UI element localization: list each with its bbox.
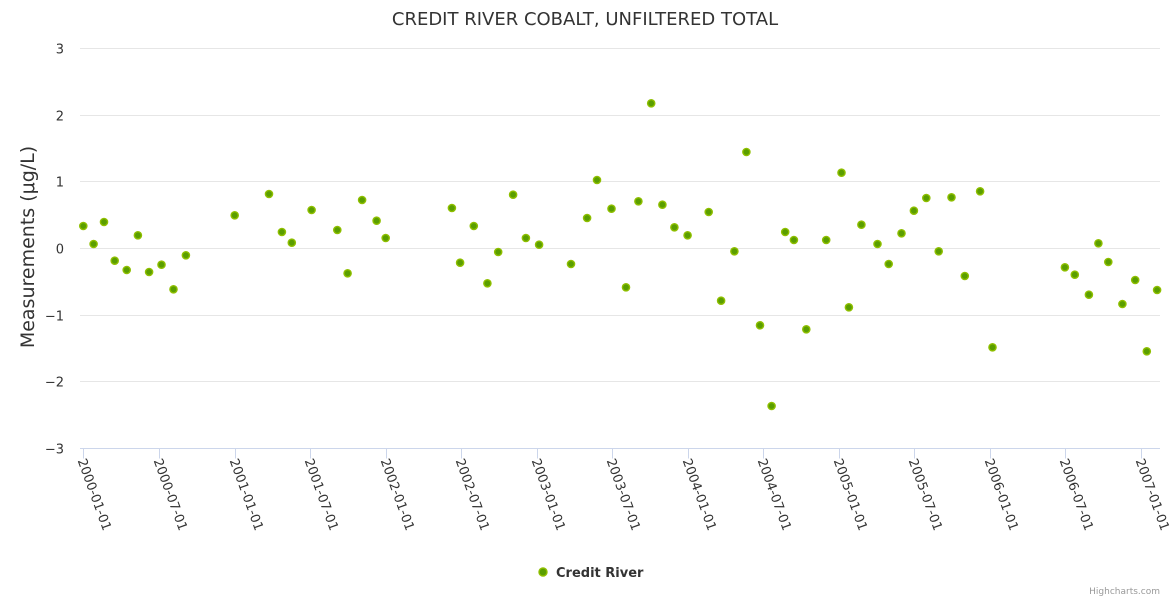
data-point[interactable]	[755, 320, 765, 330]
data-point[interactable]	[287, 238, 297, 247]
data-point[interactable]	[704, 207, 714, 217]
data-point[interactable]	[566, 259, 576, 269]
data-point[interactable]	[447, 203, 457, 213]
data-point[interactable]	[975, 186, 985, 196]
y-tick-label: 2	[56, 110, 64, 125]
data-point[interactable]	[780, 227, 790, 237]
data-point[interactable]	[483, 278, 492, 288]
data-point[interactable]	[658, 200, 667, 209]
data-point[interactable]	[169, 284, 178, 294]
series-credit-river[interactable]	[79, 99, 1162, 411]
data-point[interactable]	[767, 401, 776, 411]
y-tick-label: 3	[56, 43, 64, 58]
data-point[interactable]	[857, 220, 866, 229]
data-point[interactable]	[1152, 285, 1162, 295]
data-point[interactable]	[884, 259, 894, 269]
data-point[interactable]	[837, 168, 846, 177]
data-point[interactable]	[455, 258, 465, 268]
data-point[interactable]	[683, 230, 692, 240]
data-point[interactable]	[332, 225, 342, 235]
data-point[interactable]	[730, 246, 739, 256]
data-point[interactable]	[960, 271, 970, 281]
data-point[interactable]	[181, 250, 191, 260]
y-tick-label: −1	[45, 310, 64, 325]
data-point[interactable]	[372, 216, 381, 225]
data-point[interactable]	[988, 342, 997, 352]
data-point[interactable]	[646, 99, 656, 108]
data-point[interactable]	[357, 195, 367, 205]
data-point[interactable]	[99, 217, 109, 227]
y-axis-ticks: −3 −2 −1 0 1 2 3	[45, 43, 64, 458]
data-point[interactable]	[110, 256, 119, 266]
chart-title: CREDIT RIVER COBALT, UNFILTERED TOTAL	[392, 9, 778, 30]
data-point[interactable]	[264, 189, 274, 199]
data-point[interactable]	[607, 204, 616, 213]
data-point[interactable]	[157, 260, 166, 270]
data-point[interactable]	[381, 233, 391, 243]
data-point[interactable]	[508, 190, 518, 199]
data-point[interactable]	[947, 192, 956, 202]
y-tick-label: 0	[56, 243, 64, 258]
data-point[interactable]	[934, 246, 944, 256]
data-point[interactable]	[592, 175, 602, 185]
data-point[interactable]	[582, 213, 592, 223]
data-point[interactable]	[307, 205, 316, 215]
data-point[interactable]	[1130, 275, 1140, 285]
data-point[interactable]	[802, 324, 811, 334]
data-point[interactable]	[789, 235, 799, 245]
data-point[interactable]	[493, 247, 503, 257]
y-gridlines	[80, 48, 1160, 382]
data-point[interactable]	[343, 268, 352, 278]
data-point[interactable]	[230, 210, 239, 220]
y-tick-label: −2	[45, 376, 64, 391]
data-point[interactable]	[909, 206, 919, 215]
data-point[interactable]	[521, 233, 531, 243]
data-point[interactable]	[922, 193, 931, 203]
data-point[interactable]	[133, 230, 143, 240]
data-point[interactable]	[873, 239, 882, 249]
data-point[interactable]	[1084, 290, 1094, 300]
data-point[interactable]	[1104, 257, 1113, 267]
data-point[interactable]	[1060, 262, 1070, 272]
data-point[interactable]	[716, 296, 726, 306]
data-point[interactable]	[844, 302, 854, 312]
credits-link[interactable]: Highcharts.com	[1089, 587, 1160, 597]
data-point[interactable]	[122, 265, 131, 275]
data-point[interactable]	[469, 221, 479, 231]
data-point[interactable]	[144, 267, 154, 277]
data-point[interactable]	[821, 235, 831, 245]
data-point[interactable]	[897, 228, 906, 238]
data-point[interactable]	[634, 196, 643, 206]
data-point[interactable]	[1094, 238, 1103, 248]
data-point[interactable]	[534, 240, 544, 249]
data-point[interactable]	[670, 222, 679, 232]
y-tick-label: −3	[45, 443, 64, 458]
data-point[interactable]	[621, 282, 631, 292]
data-point[interactable]	[277, 227, 287, 237]
data-point[interactable]	[1142, 346, 1152, 356]
legend-marker-credit-river[interactable]	[538, 567, 548, 577]
data-point[interactable]	[79, 221, 88, 231]
data-point[interactable]	[1118, 299, 1127, 309]
data-point[interactable]	[742, 147, 751, 157]
data-point[interactable]	[1070, 270, 1080, 280]
legend-label-credit-river[interactable]: Credit River	[556, 566, 644, 581]
legend[interactable]: Credit River	[538, 566, 644, 581]
y-axis-label: Measurements (μg/L)	[17, 146, 39, 348]
y-tick-label: 1	[56, 176, 64, 191]
data-point[interactable]	[89, 239, 98, 249]
